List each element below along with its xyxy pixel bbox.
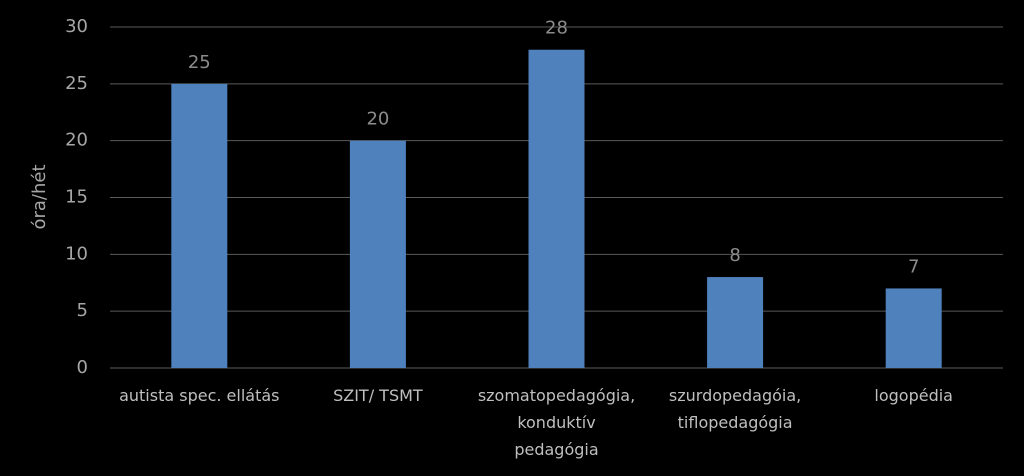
y-tick-label: 30 [65,16,88,37]
bar [707,277,764,368]
y-axis-label: óra/hét [29,164,50,229]
x-tick-label: szurdopedagóia, tiflopedagógia [669,386,801,432]
data-label: 7 [908,256,919,277]
x-tick-label: szomatopedagógia, konduktív pedagógia [478,386,635,459]
y-tick-label: 10 [65,243,88,264]
y-tick-label: 25 [65,73,88,94]
data-label: 20 [366,109,389,130]
y-tick-label: 0 [77,357,88,378]
bar [349,140,406,368]
bar [528,49,585,368]
data-label: 25 [188,52,211,73]
x-tick-label: autista spec. ellátás [119,386,279,405]
bar [885,288,942,368]
data-label: 8 [729,245,740,266]
y-tick-label: 5 [77,300,88,321]
data-label: 28 [545,18,568,39]
y-tick-label: 15 [65,187,88,208]
x-tick-label: logopédia [874,386,953,405]
x-tick-label: SZIT/ TSMT [333,386,423,405]
y-tick-label: 20 [65,130,88,151]
bar [171,83,228,368]
